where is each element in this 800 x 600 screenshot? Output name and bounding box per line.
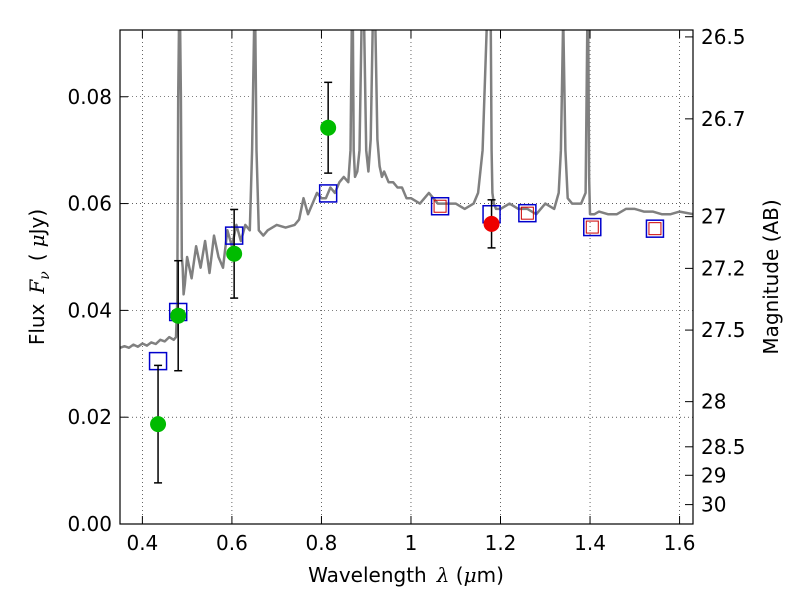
x-tick-label: 1.6	[664, 531, 696, 555]
model-photometry-square	[645, 219, 665, 238]
y-axis-label-unit-close: Jy)	[25, 209, 49, 237]
model-photometry-square	[430, 196, 450, 216]
y-axis-label-unit-open: (	[25, 253, 49, 261]
upper-limit-square	[585, 220, 599, 234]
y2-tick-label: 28.5	[701, 435, 746, 459]
model-photometry-square	[583, 217, 602, 237]
y2-tick-label: 30	[701, 493, 726, 517]
y2-axis-label: Magnitude (AB)	[759, 199, 783, 354]
plot-area	[120, 30, 693, 524]
y-tick-label: 0.08	[67, 85, 112, 109]
y2-tick-label: 26.7	[701, 107, 746, 131]
y-axis-label: Flux Fν ( μJy)	[25, 209, 53, 345]
y-axis-label-symbol-sub: ν	[37, 271, 53, 280]
markers-layer	[148, 81, 665, 484]
y-axis: 0.00 0.02 0.04 0.06 0.08	[67, 85, 128, 536]
model-photometry-square	[318, 184, 338, 203]
x-axis-label: Wavelength λ (μm)	[308, 563, 504, 587]
upper-limit-square	[520, 206, 534, 220]
x-axis: 0.4 0.6 0.8 1 1.2 1.4 1.6	[126, 30, 695, 555]
x-axis-label-unit-symbol: μ	[464, 563, 477, 587]
x-tick-label: 0.6	[216, 531, 248, 555]
y2-axis: 26.5 26.7 27 27.2 27.5 28 28.5 29 30	[685, 25, 746, 517]
y-tick-label: 0.06	[67, 192, 112, 216]
y-axis-label-unit-symbol: μ	[25, 234, 49, 247]
measured-point	[320, 119, 337, 136]
sed-line	[120, 30, 693, 350]
y-tick-label: 0.04	[67, 298, 112, 322]
y2-tick-label: 26.5	[701, 25, 746, 49]
y-axis-label-symbol-base: F	[25, 279, 49, 295]
y2-tick-label: 27.2	[701, 256, 746, 280]
x-tick-label: 0.8	[306, 531, 338, 555]
x-tick-label: 1.2	[485, 531, 517, 555]
x-axis-label-text: Wavelength	[308, 563, 427, 587]
model-photometry-square	[518, 203, 537, 223]
y-tick-label: 0.02	[67, 405, 112, 429]
series-layer	[120, 30, 693, 350]
measured-point	[483, 215, 500, 232]
y2-tick-label: 29	[701, 463, 726, 487]
x-axis-label-symbol: λ	[436, 563, 450, 587]
plot-frame	[119, 29, 694, 525]
measured-point	[150, 416, 167, 433]
x-axis-label-unit-close: m)	[477, 563, 504, 587]
y2-tick-label: 27	[701, 205, 726, 229]
measured-point	[226, 245, 243, 262]
x-tick-label: 1	[405, 531, 418, 555]
measured-point	[170, 307, 187, 324]
x-axis-label-unit-open: (	[449, 563, 463, 587]
y2-tick-label: 27.5	[701, 318, 746, 342]
upper-limit-square	[648, 222, 662, 236]
y-axis-label-text: Flux	[25, 303, 49, 345]
x-tick-label: 0.4	[126, 531, 158, 555]
y-tick-label: 0.00	[67, 512, 112, 536]
y2-tick-label: 28	[701, 390, 726, 414]
x-tick-label: 1.4	[574, 531, 606, 555]
upper-limit-square	[433, 199, 447, 213]
